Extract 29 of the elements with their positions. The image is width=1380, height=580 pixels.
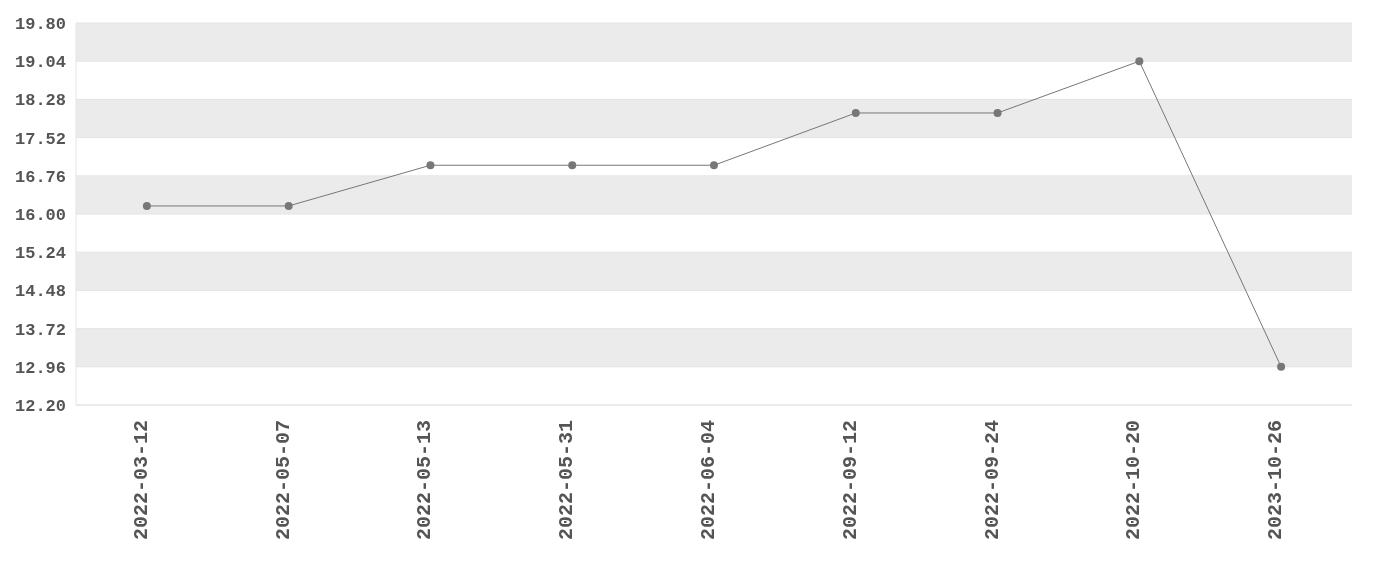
y-tick-label: 14.48 [15, 282, 67, 302]
x-tick-label: 2022-10-20 [1122, 420, 1146, 541]
y-tick-label: 15.24 [15, 244, 67, 264]
x-tick-label: 2023-10-26 [1264, 420, 1288, 541]
point [1277, 362, 1286, 371]
y-tick-label: 13.72 [15, 320, 67, 340]
point [426, 161, 435, 170]
y-tick-label: 12.96 [15, 358, 67, 378]
x-tick-label: 2022-05-31 [555, 420, 579, 541]
y-tick-label: 18.28 [15, 91, 67, 111]
y-tick-label: 12.20 [15, 397, 67, 416]
point [1135, 57, 1144, 66]
point [142, 201, 151, 210]
x-tick-label: 2022-09-24 [980, 420, 1004, 541]
point [710, 161, 718, 170]
point [568, 161, 577, 170]
y-tick-label: 16.00 [15, 206, 67, 225]
y-tick-label: 17.52 [15, 129, 67, 149]
x-tick-label: 2022-06-04 [697, 420, 720, 541]
x-tick-label: 2022-05-13 [413, 420, 437, 541]
x-tick-label: 2022-05-07 [271, 420, 295, 541]
y-tick-label: 19.80 [15, 15, 67, 34]
point [284, 201, 293, 210]
point [851, 108, 860, 117]
point [993, 108, 1002, 117]
x-tick-label: 2022-03-12 [129, 420, 153, 541]
y-tick-label: 19.04 [15, 53, 67, 73]
x-tick-label: 2022-09-12 [838, 420, 862, 541]
y-tick-label: 16.76 [15, 167, 67, 187]
